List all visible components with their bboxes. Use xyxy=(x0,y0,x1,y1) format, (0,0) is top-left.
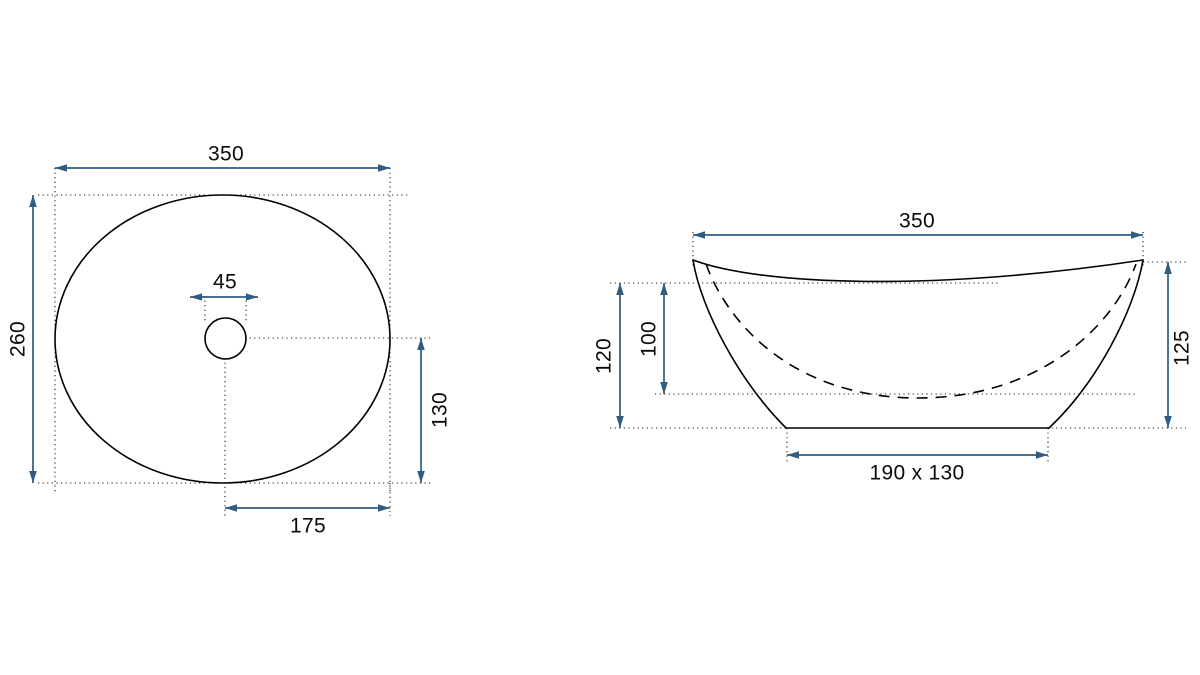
top-view-group: 350 260 45 130 xyxy=(7,143,452,538)
arrow-left-175 xyxy=(225,504,237,512)
arrow-bottom-260 xyxy=(29,471,37,483)
dim-label-100: 100 xyxy=(638,321,661,357)
dimension-drain-offset-x: 175 xyxy=(225,504,390,538)
arrow-bottom-100 xyxy=(660,382,668,394)
dim-label-120: 120 xyxy=(593,338,616,374)
dimension-overall-height: 120 xyxy=(593,283,624,428)
side-view-extension-lines xyxy=(610,232,1186,462)
dimension-top-width: 350 xyxy=(55,143,390,172)
arrow-right-175 xyxy=(378,504,390,512)
top-view-extension-lines xyxy=(38,168,432,516)
arrow-left-350-top xyxy=(55,164,67,172)
dim-label-foot: 190 x 130 xyxy=(870,462,965,485)
dimension-drain-diameter: 45 xyxy=(190,271,258,301)
dim-label-175: 175 xyxy=(290,515,326,538)
inner-bowl-hidden-outline xyxy=(705,263,1137,399)
arrow-top-260 xyxy=(29,195,37,207)
basin-left-wall xyxy=(692,259,787,429)
arrow-bottom-130 xyxy=(417,471,425,483)
dimension-side-width: 350 xyxy=(693,210,1143,239)
side-view-group: 350 120 100 125 xyxy=(593,210,1194,485)
drain-hole-circle xyxy=(204,317,247,360)
arrow-right-350-top xyxy=(378,164,390,172)
arrow-top-120 xyxy=(616,283,624,295)
dim-label-350-top: 350 xyxy=(208,143,244,166)
dim-label-45: 45 xyxy=(213,271,237,294)
arrow-bottom-125 xyxy=(1164,416,1172,428)
dim-label-130: 130 xyxy=(429,392,452,428)
dim-label-350-side: 350 xyxy=(899,210,935,233)
dim-label-125: 125 xyxy=(1171,330,1194,366)
dimension-inner-depth: 100 xyxy=(638,283,668,394)
basin-rim-curve xyxy=(692,259,1144,283)
dimension-drain-offset-y: 130 xyxy=(417,338,452,483)
arrow-top-130 xyxy=(417,338,425,350)
arrow-top-100 xyxy=(660,283,668,295)
dim-label-260: 260 xyxy=(7,321,30,357)
dimension-foot-size: 190 x 130 xyxy=(787,451,1048,485)
arrow-left-45 xyxy=(190,293,202,301)
arrow-right-foot xyxy=(1036,451,1048,459)
arrow-top-125 xyxy=(1164,262,1172,274)
basin-oval-outline xyxy=(54,194,391,484)
dimension-rim-height: 125 xyxy=(1164,262,1194,428)
arrow-right-45 xyxy=(246,293,258,301)
arrow-right-350-side xyxy=(1131,231,1143,239)
dimension-top-height: 260 xyxy=(7,195,37,483)
arrow-bottom-120 xyxy=(616,416,624,428)
arrow-left-350-side xyxy=(693,231,705,239)
basin-right-wall xyxy=(1048,259,1144,429)
arrow-left-foot xyxy=(787,451,799,459)
